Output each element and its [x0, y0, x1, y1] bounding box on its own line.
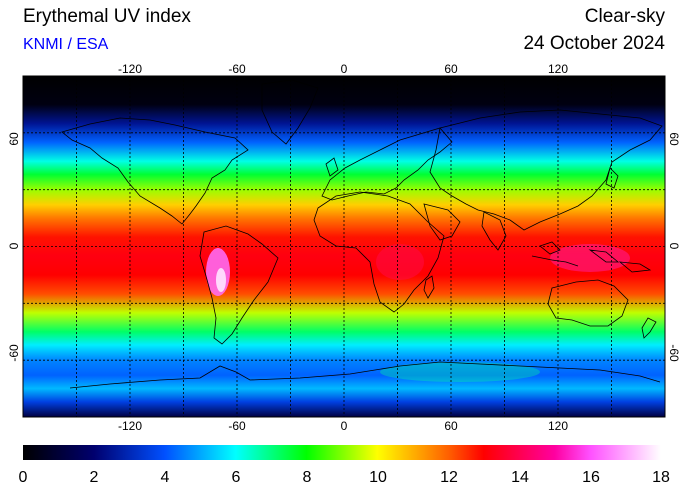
lon-tick-bottom: -60 [228, 419, 246, 433]
andes-peak-uv-spot [216, 268, 226, 292]
lon-tick-top: -60 [228, 62, 246, 76]
colorbar-label: 8 [303, 469, 312, 486]
map-title: Erythemal UV index [23, 6, 191, 27]
arabia-india-coastline [423, 203, 507, 251]
colorbar-label: 6 [232, 469, 241, 486]
indonesia-coastline [531, 241, 652, 273]
lat-tick-right: -60 [667, 344, 681, 362]
lat-tick-left: -60 [7, 344, 21, 362]
africa-high-uv-area [376, 244, 424, 280]
antarctica-coastline [69, 361, 661, 389]
latitude-ticks-left: 60 0 -60 [7, 132, 21, 362]
asia-coastline [429, 109, 663, 231]
greenland-coastline [261, 79, 319, 145]
longitude-ticks-top: -120 -60 0 60 120 [118, 62, 568, 76]
north-america-coastline [61, 117, 249, 225]
maritime-continent-high-uv-area [550, 244, 630, 272]
japan-coastline [605, 167, 619, 189]
antarctic-plateau-uv-area [380, 362, 540, 382]
new-zealand-coastline [641, 317, 657, 339]
lon-tick-bottom: 120 [548, 419, 568, 433]
map-date: 24 October 2024 [523, 33, 665, 54]
lon-tick-top: 60 [444, 62, 458, 76]
colorbar-label: 14 [511, 469, 529, 486]
lon-tick-top: 0 [341, 62, 348, 76]
colorbar-label: 16 [582, 469, 600, 486]
australia-coastline [547, 279, 629, 327]
colorbar-label: 12 [440, 469, 458, 486]
lon-tick-bottom: -120 [118, 419, 142, 433]
map-frame [22, 75, 666, 418]
producer-credit: KNMI / ESA [23, 36, 109, 53]
uv-hotspots [206, 244, 630, 382]
lon-tick-top: -120 [118, 62, 142, 76]
lon-tick-bottom: 60 [444, 419, 458, 433]
colorbar-labels: 0 2 4 6 8 10 12 14 16 18 [19, 469, 670, 486]
colorbar-label: 4 [161, 469, 170, 486]
british-isles-coastline [325, 157, 339, 177]
colorbar-label: 0 [19, 469, 28, 486]
sky-condition-label: Clear-sky [584, 6, 665, 27]
europe-coastline [321, 127, 453, 201]
lon-tick-top: 120 [548, 62, 568, 76]
lat-tick-right: 0 [667, 243, 681, 250]
longitude-ticks-bottom: -120 -60 0 60 120 [118, 419, 568, 433]
graticule [23, 76, 665, 417]
lat-tick-left: 0 [7, 242, 21, 249]
colorbar-label: 18 [652, 469, 670, 486]
colorbar-label: 10 [369, 469, 387, 486]
colorbar [23, 445, 661, 460]
latitude-ticks-right: 60 0 -60 [667, 132, 681, 362]
lat-tick-left: 60 [7, 132, 21, 146]
colorbar-label: 2 [90, 469, 99, 486]
lat-tick-right: 60 [667, 132, 681, 146]
lon-tick-bottom: 0 [341, 419, 348, 433]
madagascar-coastline [423, 275, 435, 299]
